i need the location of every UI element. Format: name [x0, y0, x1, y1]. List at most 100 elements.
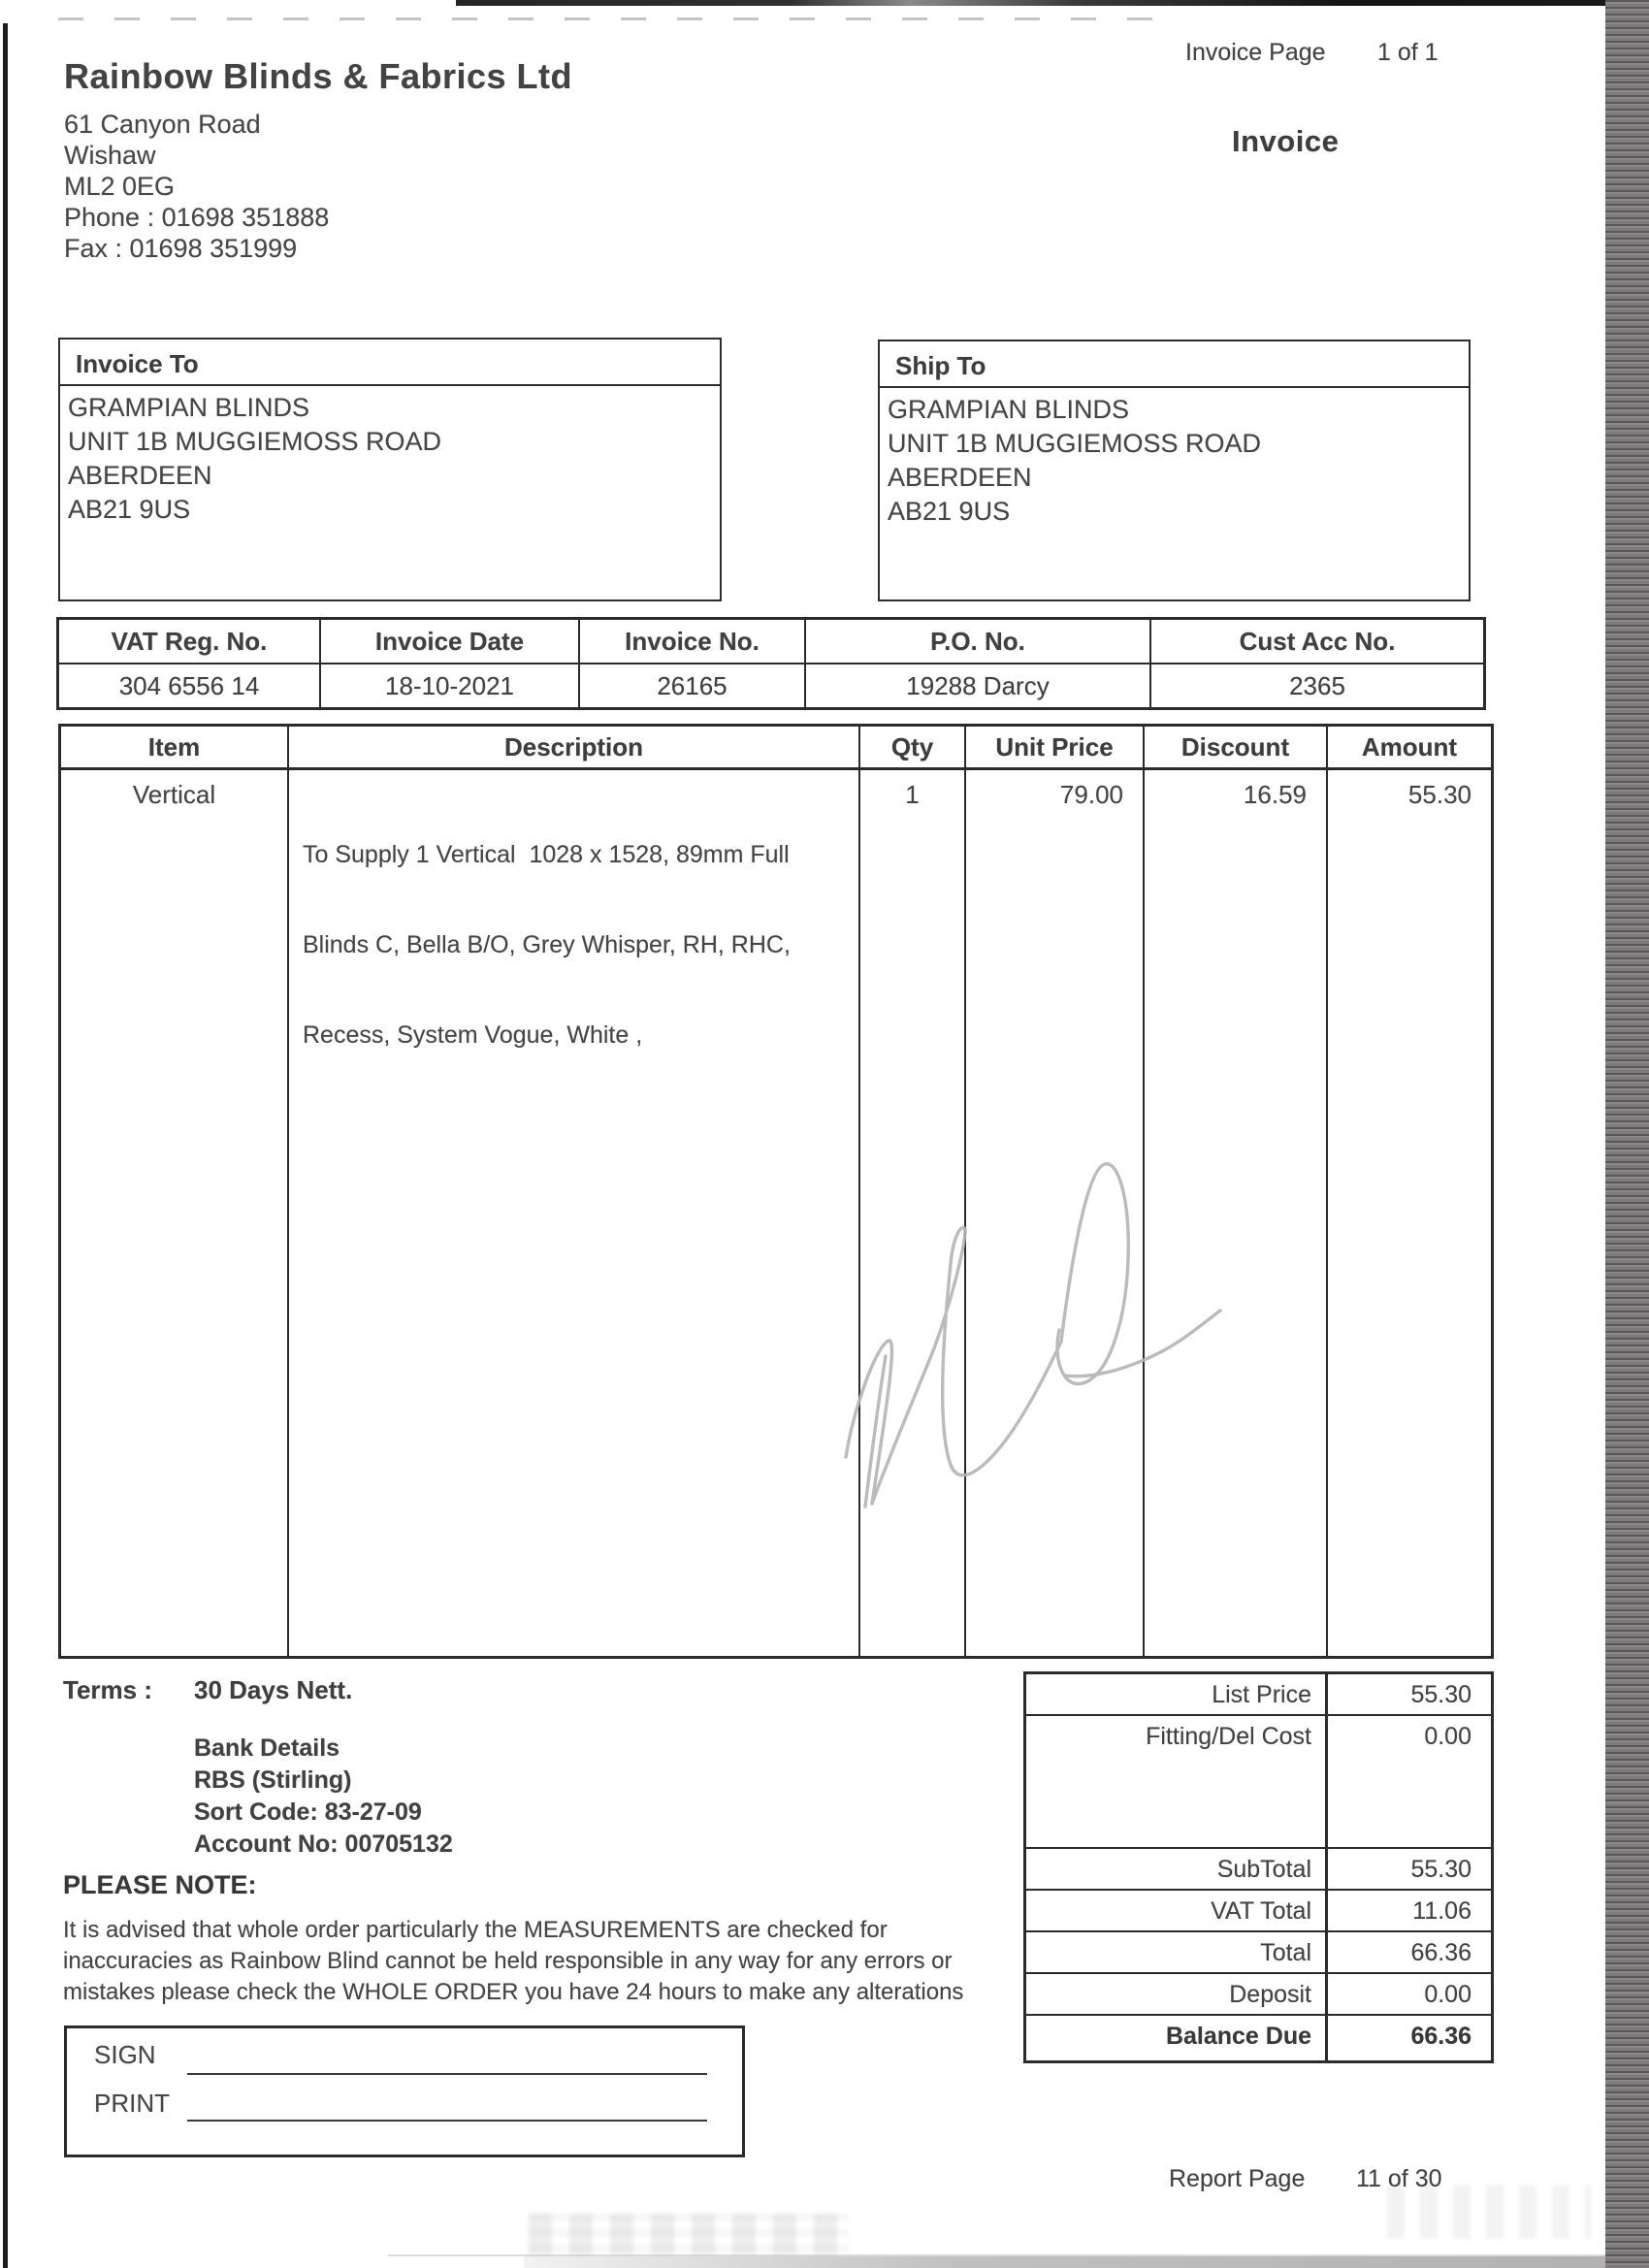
totals-table: List Price 55.30 Fitting/Del Cost 0.00 S…: [1023, 1671, 1494, 2063]
items-column-description: Description To Supply 1 Vertical 1028 x …: [289, 727, 860, 1656]
totals-label: Fitting/Del Cost: [1026, 1716, 1328, 1847]
meta-value-invoice-no: 26165: [580, 664, 806, 707]
ship-to-box: Ship To GRAMPIAN BLINDS UNIT 1B MUGGIEMO…: [878, 340, 1471, 601]
scan-left-edge-artifact: [3, 23, 8, 2268]
company-phone: Phone : 01698 351888: [64, 203, 330, 232]
bank-name: RBS (Stirling): [194, 1766, 352, 1794]
item-cell-description: To Supply 1 Vertical 1028 x 1528, 89mm F…: [289, 770, 858, 1656]
meta-header-invoice-no: Invoice No.: [580, 620, 806, 663]
item-cell-amount: 55.30: [1407, 780, 1471, 809]
bank-details-heading: Bank Details: [194, 1734, 340, 1762]
terms-value: 30 Days Nett.: [194, 1675, 353, 1704]
invoice-page-value: 1 of 1: [1377, 39, 1439, 66]
totals-value: 55.30: [1410, 1681, 1471, 1708]
company-name: Rainbow Blinds & Fabrics Ltd: [64, 56, 573, 96]
meta-header-vat-reg: VAT Reg. No.: [59, 620, 321, 663]
print-label: PRINT: [94, 2089, 170, 2118]
invoice-title: Invoice: [1232, 124, 1340, 158]
company-address-line: Wishaw: [64, 141, 156, 170]
bank-details: Bank Details RBS (Stirling) Sort Code: 8…: [194, 1733, 453, 1861]
print-line: [187, 2120, 707, 2122]
note-line: inaccuracies as Rainbow Blind cannot be …: [63, 1948, 953, 1974]
item-cell-unit-price: 79.00: [1059, 780, 1123, 809]
meta-value-po-no: 19288 Darcy: [806, 664, 1151, 707]
totals-value: 66.36: [1410, 1939, 1471, 1966]
totals-row-subtotal: SubTotal 55.30: [1026, 1849, 1491, 1891]
item-cell-qty: 1: [905, 780, 920, 809]
scanner-background-band: [1605, 0, 1649, 2268]
items-column-amount: Amount 55.30: [1328, 727, 1491, 1656]
bank-account-no: Account No: 00705132: [194, 1831, 453, 1858]
signature-box: SIGN PRINT: [64, 2025, 745, 2157]
items-column-discount: Discount 16.59: [1145, 727, 1328, 1656]
meta-header-po-no: P.O. No.: [806, 620, 1151, 663]
totals-row-fitting-del-cost: Fitting/Del Cost 0.00: [1026, 1716, 1491, 1849]
items-column-qty: Qty 1: [860, 727, 966, 1656]
ship-to-address: GRAMPIAN BLINDS UNIT 1B MUGGIEMOSS ROAD …: [880, 388, 1469, 534]
totals-label: Total: [1026, 1932, 1328, 1972]
note-line: mistakes please check the WHOLE ORDER yo…: [63, 1979, 964, 2005]
totals-row-list-price: List Price 55.30: [1026, 1674, 1491, 1716]
invoice-to-line: UNIT 1B MUGGIEMOSS ROAD: [68, 427, 442, 456]
terms-label: Terms :: [63, 1675, 152, 1704]
report-page-label: Report Page: [1169, 2165, 1306, 2192]
description-line: Blinds C, Bella B/O, Grey Whisper, RH, R…: [303, 931, 791, 958]
description-line: To Supply 1 Vertical 1028 x 1528, 89mm F…: [303, 841, 790, 868]
company-address-line: ML2 0EG: [64, 172, 176, 201]
items-header-item: Item: [61, 727, 287, 770]
ship-to-line: UNIT 1B MUGGIEMOSS ROAD: [888, 429, 1262, 458]
totals-value: 0.00: [1424, 1723, 1471, 1750]
invoice-to-heading: Invoice To: [60, 340, 720, 386]
company-address-line: 61 Canyon Road: [64, 110, 261, 139]
items-header-amount: Amount: [1328, 727, 1491, 770]
invoice-meta-table: VAT Reg. No. Invoice Date Invoice No. P.…: [56, 617, 1486, 710]
items-column-unit-price: Unit Price 79.00: [966, 727, 1145, 1656]
sign-line: [187, 2073, 707, 2075]
totals-value: 0.00: [1424, 1981, 1471, 2008]
ship-to-line: AB21 9US: [888, 497, 1011, 526]
report-page-value: 11 of 30: [1356, 2165, 1442, 2192]
items-header-discount: Discount: [1145, 727, 1326, 770]
scan-bottom-line-artifact: [388, 2254, 1605, 2256]
totals-label: List Price: [1026, 1674, 1328, 1714]
meta-header-invoice-date: Invoice Date: [321, 620, 580, 663]
items-header-unit-price: Unit Price: [966, 727, 1143, 770]
invoice-page-label: Invoice Page: [1185, 39, 1326, 66]
totals-row-balance-due: Balance Due 66.36: [1026, 2016, 1491, 2060]
meta-header-cust-acc: Cust Acc No.: [1239, 626, 1396, 656]
totals-row-deposit: Deposit 0.00: [1026, 1974, 1491, 2016]
totals-row-vat-total: VAT Total 11.06: [1026, 1891, 1491, 1932]
totals-value: 11.06: [1412, 1897, 1471, 1925]
invoice-to-line: AB21 9US: [68, 495, 191, 524]
totals-value: 66.36: [1410, 2023, 1471, 2050]
totals-label: Deposit: [1026, 1974, 1328, 2014]
items-column-item: Item Vertical: [61, 727, 289, 1656]
company-address: 61 Canyon Road Wishaw ML2 0EG Phone : 01…: [64, 109, 329, 264]
company-fax: Fax : 01698 351999: [64, 234, 298, 263]
totals-label: SubTotal: [1026, 1849, 1328, 1889]
item-cell-item: Vertical: [132, 780, 216, 809]
disclaimer-note: It is advised that whole order particula…: [63, 1915, 963, 2008]
invoice-to-line: GRAMPIAN BLINDS: [68, 393, 310, 422]
totals-label: VAT Total: [1026, 1891, 1328, 1930]
scan-top-dashes-artifact: [58, 17, 1174, 20]
ship-to-line: ABERDEEN: [888, 463, 1032, 492]
sign-label: SIGN: [94, 2040, 156, 2069]
line-items-table: Item Vertical Description To Supply 1 Ve…: [58, 724, 1494, 1659]
note-line: It is advised that whole order particula…: [63, 1917, 888, 1943]
totals-label: Balance Due: [1026, 2016, 1328, 2060]
meta-value-cust-acc: 2365: [1289, 670, 1345, 700]
description-line: Recess, System Vogue, White ,: [303, 1021, 643, 1049]
meta-value-row: 304 6556 14 18-10-2021 26165 19288 Darcy…: [59, 664, 1483, 707]
meta-value-vat-reg: 304 6556 14: [59, 664, 321, 707]
items-header-qty: Qty: [860, 727, 964, 770]
item-cell-discount: 16.59: [1243, 780, 1307, 809]
invoice-to-line: ABERDEEN: [68, 461, 212, 490]
totals-row-total: Total 66.36: [1026, 1932, 1491, 1974]
bleedthrough-ghost-text: [529, 2214, 849, 2254]
bank-sort-code: Sort Code: 83-27-09: [194, 1798, 422, 1826]
meta-header-row: VAT Reg. No. Invoice Date Invoice No. P.…: [59, 620, 1483, 664]
invoice-to-address: GRAMPIAN BLINDS UNIT 1B MUGGIEMOSS ROAD …: [60, 386, 720, 532]
ship-to-heading: Ship To: [880, 341, 1469, 388]
